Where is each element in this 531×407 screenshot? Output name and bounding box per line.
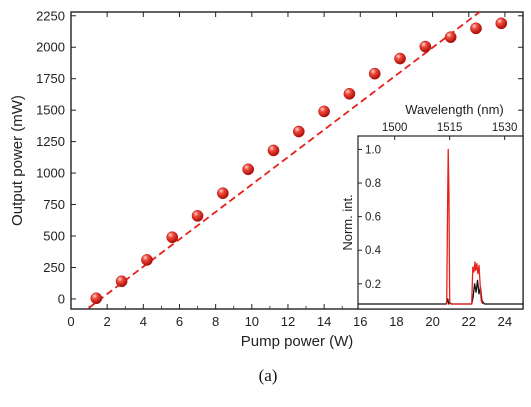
x-tick-label: 2 xyxy=(104,314,111,329)
y-tick-label: 0 xyxy=(58,291,65,306)
inset-y-tick-label: 0.6 xyxy=(365,212,381,224)
inset-y-tick-label: 0.4 xyxy=(365,245,382,257)
data-point xyxy=(115,275,128,288)
y-tick-label: 750 xyxy=(43,197,65,212)
x-tick-label: 16 xyxy=(353,314,367,329)
data-point xyxy=(166,231,179,244)
main-plot: 0 2 4 6 8 10 12 14 16 18 20 22 240250500750100012501… xyxy=(9,8,524,350)
y-tick-label: 1750 xyxy=(36,71,65,86)
inset-y-tick-label: 0.2 xyxy=(365,279,381,291)
inset-x-tick-label: 1515 xyxy=(437,122,463,134)
x-tick-label: 18 xyxy=(389,314,403,329)
x-tick-label: 4 xyxy=(140,314,147,329)
inset-x-tick-label: 1530 xyxy=(492,122,518,134)
y-tick-label: 2250 xyxy=(36,8,65,23)
data-point xyxy=(292,125,305,138)
x-tick-label: 20 xyxy=(425,314,439,329)
data-point xyxy=(368,67,381,80)
inset-y-axis-title: Norm. int. xyxy=(340,194,355,250)
x-tick-label: 24 xyxy=(498,314,512,329)
y-tick-label: 1250 xyxy=(36,134,65,149)
x-tick-label: 0 xyxy=(67,314,74,329)
data-point xyxy=(394,52,406,65)
x-tick-label: 14 xyxy=(317,314,331,329)
inset-y-tick-label: 1.0 xyxy=(365,144,381,156)
y-tick-label: 1500 xyxy=(36,103,65,118)
fit-line xyxy=(88,12,481,309)
data-point xyxy=(470,22,482,35)
x-tick-label: 12 xyxy=(281,314,295,329)
data-point xyxy=(495,17,508,30)
inset-plot: 1500 1515 1530 0.2 0.4 0.6 0.8 1.0 Wavelength (n… xyxy=(340,102,524,310)
data-point xyxy=(242,163,255,176)
data-point xyxy=(267,144,280,157)
data-point xyxy=(141,254,153,266)
y-axis-title: Output power (mW) xyxy=(9,95,26,226)
inset-y-tick-label: 0.8 xyxy=(365,178,381,190)
inset-x-tick-label: 1500 xyxy=(382,122,408,134)
y-tick-label: 250 xyxy=(43,260,65,275)
spectrum-trace-red xyxy=(445,148,484,305)
data-point xyxy=(191,210,204,222)
data-point xyxy=(318,105,330,118)
data-point xyxy=(343,87,356,100)
y-tick-label: 1000 xyxy=(36,166,65,181)
y-tick-label: 2000 xyxy=(36,40,65,55)
x-tick-label: 22 xyxy=(462,314,476,329)
y-tick-label: 500 xyxy=(43,229,65,244)
inset-x-axis-title: Wavelength (nm) xyxy=(405,102,504,117)
data-point xyxy=(217,187,229,200)
data-point xyxy=(90,292,103,305)
x-tick-label: 8 xyxy=(212,314,219,329)
data-point xyxy=(419,40,432,53)
x-tick-label: 6 xyxy=(176,314,183,329)
inset-frame xyxy=(357,135,524,310)
x-tick-label: 10 xyxy=(245,314,259,329)
figure-caption: (a) xyxy=(259,366,278,385)
x-axis-title: Pump power (W) xyxy=(241,333,354,350)
data-point xyxy=(444,31,457,44)
